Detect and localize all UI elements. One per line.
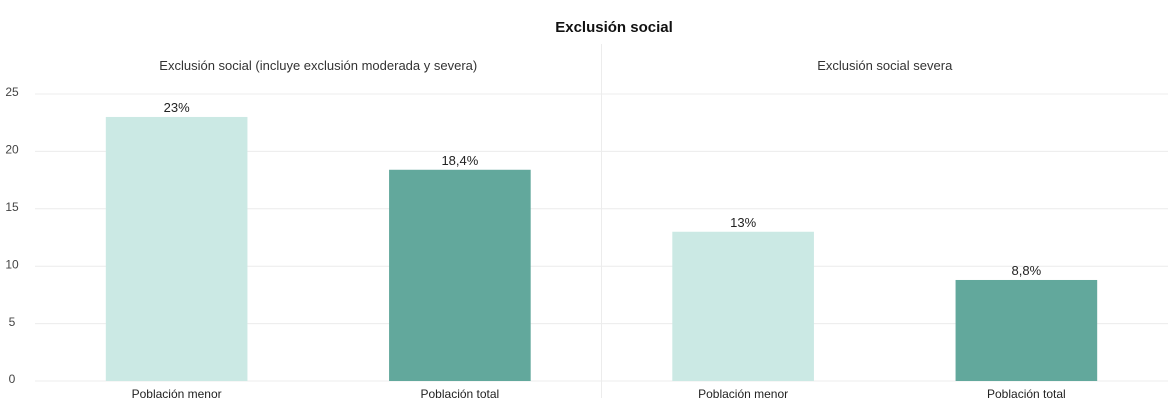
panel: Exclusión social severa 13% Población meno…	[601, 44, 1098, 401]
y-tick-label: 15	[5, 200, 19, 214]
y-tick-label: 25	[5, 85, 19, 99]
chart-title: Exclusión social	[555, 19, 673, 36]
x-tick-label: Población total	[987, 387, 1066, 401]
bar	[389, 169, 531, 381]
data-label: 8,8%	[1012, 263, 1042, 278]
y-tick-label: 10	[5, 257, 19, 271]
panel: Exclusión social (incluye exclusión mode…	[105, 58, 531, 401]
bar	[105, 116, 248, 382]
x-tick-label: Población menor	[132, 387, 222, 401]
data-label: 18,4%	[441, 153, 478, 168]
data-label: 13%	[730, 215, 756, 230]
x-tick-label: Población total	[421, 387, 500, 401]
data-label: 23%	[164, 100, 190, 115]
bar	[672, 231, 814, 381]
y-tick-label: 0	[9, 372, 16, 386]
bar	[955, 279, 1098, 381]
panel-title: Exclusión social severa	[817, 58, 953, 73]
y-axis: 0 5 10 15 20 25	[5, 85, 19, 386]
x-tick-label: Población menor	[698, 387, 788, 401]
y-tick-label: 20	[5, 143, 19, 157]
panel-title: Exclusión social (incluye exclusión mode…	[159, 58, 477, 73]
panels: Exclusión social (incluye exclusión mode…	[105, 44, 1098, 401]
y-tick-label: 5	[9, 315, 16, 329]
